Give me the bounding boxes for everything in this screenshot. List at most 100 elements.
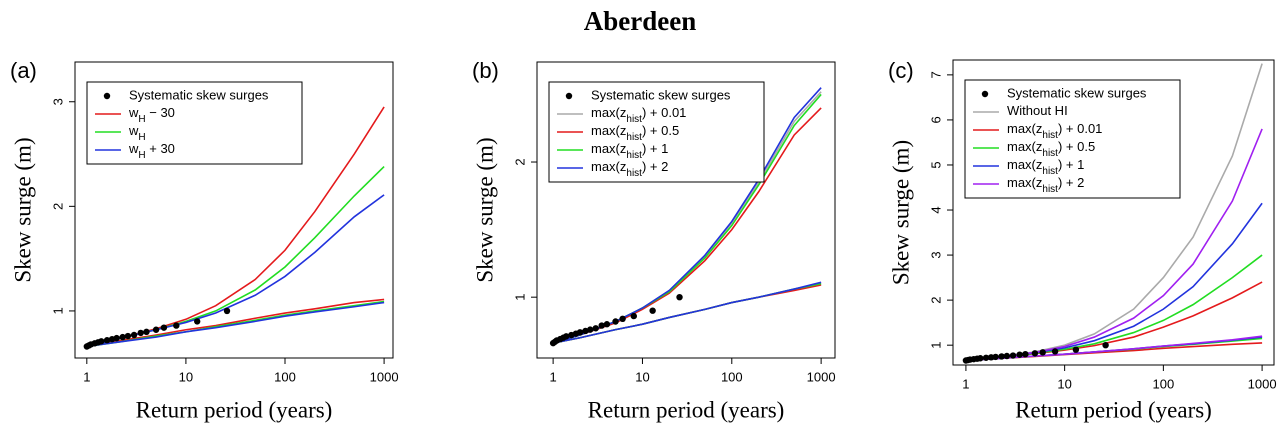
legend-label: wH + 30 <box>128 141 175 161</box>
x-axis-label: Return period (years) <box>136 397 333 422</box>
data-point <box>1102 341 1109 349</box>
plot-area <box>83 106 385 350</box>
y-tick-label: 1 <box>928 342 943 349</box>
curve-lower <box>86 301 385 348</box>
x-tick-label: 1000 <box>1248 376 1277 391</box>
legend-label: wH <box>128 123 146 143</box>
data-point <box>992 353 999 361</box>
curve-upper <box>86 166 385 348</box>
y-tick-label: 7 <box>928 71 943 78</box>
data-point <box>98 338 105 345</box>
y-tick-label: 1 <box>50 307 65 314</box>
data-point <box>1072 346 1080 353</box>
legend-label: Systematic skew surges <box>591 87 731 102</box>
curve-lower <box>86 298 385 348</box>
data-point <box>173 322 180 329</box>
data-point <box>612 318 619 325</box>
legend-label: max(zhist) + 2 <box>1007 175 1084 195</box>
y-tick-label: 2 <box>512 158 527 165</box>
data-point <box>193 318 201 325</box>
y-tick-label: 6 <box>928 116 943 123</box>
y-tick-label: 2 <box>928 297 943 304</box>
data-point <box>137 329 144 337</box>
legend-label: max(zhist) + 0.5 <box>591 123 679 143</box>
x-axis-label: Return period (years) <box>588 397 785 422</box>
data-point <box>562 333 570 340</box>
y-tick-label: 1 <box>512 294 527 301</box>
data-point <box>619 315 626 323</box>
y-axis-label: Skew surge (m) <box>10 137 35 282</box>
legend-marker <box>565 92 573 100</box>
panel-label: (c) <box>888 58 914 83</box>
x-tick-label: 100 <box>721 369 743 384</box>
plot-frame <box>74 61 394 359</box>
legend-marker <box>103 92 111 100</box>
legend-label: max(zhist) + 0.5 <box>1007 139 1095 159</box>
x-tick-label: 10 <box>179 369 193 384</box>
panel-label: (b) <box>472 58 499 83</box>
data-point <box>1022 350 1029 358</box>
y-tick-label: 2 <box>50 203 65 210</box>
data-point <box>1016 351 1023 358</box>
x-tick-label: 100 <box>274 369 296 384</box>
figure-title: Aberdeen <box>584 6 696 36</box>
data-point <box>676 293 683 301</box>
data-point <box>982 354 990 361</box>
x-axis-label: Return period (years) <box>1015 397 1212 422</box>
data-point <box>998 353 1005 360</box>
plot-area <box>962 63 1263 364</box>
legend-label: max(zhist) + 0.01 <box>591 105 686 125</box>
legend-label: max(zhist) + 1 <box>1007 157 1084 177</box>
x-tick-label: 1000 <box>370 369 399 384</box>
plot-frame <box>952 59 1275 366</box>
plot-frame <box>536 61 836 359</box>
x-tick-label: 1 <box>550 369 557 384</box>
data-point <box>223 307 231 315</box>
y-tick-label: 3 <box>928 251 943 258</box>
x-tick-label: 10 <box>635 369 649 384</box>
data-point <box>160 324 168 331</box>
x-tick-label: 100 <box>1153 376 1175 391</box>
y-axis-label: Skew surge (m) <box>472 137 497 282</box>
y-tick-label: 3 <box>50 98 65 105</box>
data-point <box>113 334 120 342</box>
panel-label: (a) <box>10 58 37 83</box>
data-point <box>592 325 599 332</box>
data-point <box>143 328 150 336</box>
data-point <box>1051 348 1059 355</box>
legend-label: max(zhist) + 2 <box>591 159 668 179</box>
x-tick-label: 1 <box>962 376 969 391</box>
x-tick-label: 1000 <box>807 369 836 384</box>
y-tick-label: 4 <box>928 206 943 213</box>
y-tick-label: 5 <box>928 161 943 168</box>
legend-box <box>548 81 765 183</box>
data-point <box>1009 352 1017 359</box>
data-point <box>603 321 611 328</box>
curve-upper <box>965 202 1263 362</box>
y-axis-label: Skew surge (m) <box>888 140 913 285</box>
data-point <box>119 333 126 341</box>
data-point <box>1039 349 1046 356</box>
legend-marker <box>981 90 989 98</box>
x-tick-label: 1 <box>83 369 90 384</box>
legend-label: wH − 30 <box>128 105 175 125</box>
curve-lower <box>552 281 822 344</box>
legend-label: max(zhist) + 1 <box>591 141 668 161</box>
data-point <box>977 355 984 362</box>
data-point <box>103 337 111 344</box>
legend-box <box>86 81 303 165</box>
legend-label: max(zhist) + 0.01 <box>1007 121 1102 141</box>
legend-label: Systematic skew surges <box>129 87 269 102</box>
data-point <box>630 312 637 320</box>
data-point <box>649 307 656 314</box>
x-tick-label: 10 <box>1057 376 1071 391</box>
plot-area <box>549 87 822 347</box>
data-point <box>124 332 132 340</box>
legend-box <box>964 79 1181 199</box>
data-point <box>586 326 594 333</box>
legend-label: Systematic skew surges <box>1007 85 1147 100</box>
data-point <box>152 326 160 333</box>
data-point <box>1003 352 1011 360</box>
legend-label: Without HI <box>1007 103 1068 118</box>
data-point <box>598 322 605 329</box>
